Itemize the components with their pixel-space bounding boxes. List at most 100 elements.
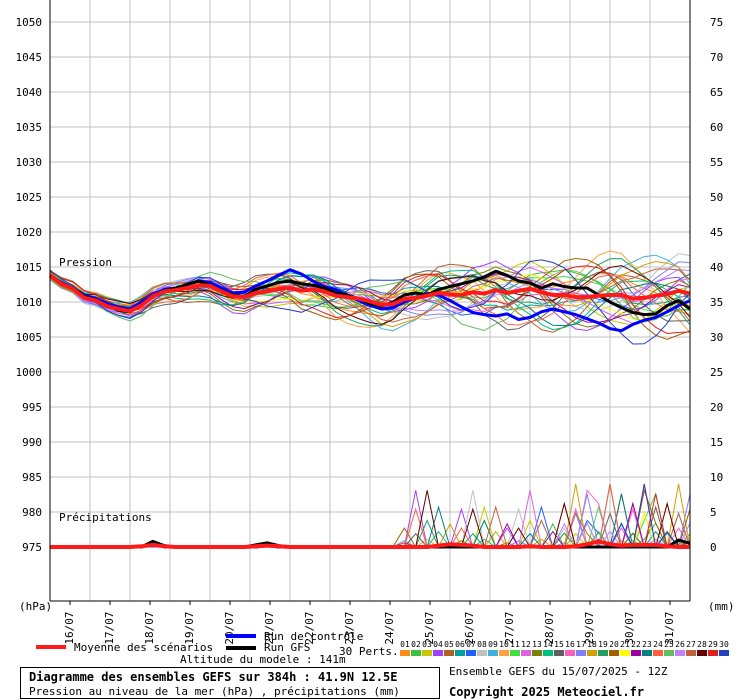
pert-legend-label: 30 bbox=[719, 640, 729, 649]
right-tick-label: 20 bbox=[710, 401, 723, 414]
pert-legend-label: 26 bbox=[675, 640, 685, 649]
left-tick-label: 985 bbox=[22, 471, 42, 484]
pert-legend-swatch bbox=[576, 650, 586, 656]
pert-legend-swatch bbox=[642, 650, 652, 656]
pert-legend-label: 23 bbox=[642, 640, 652, 649]
chart-title: Diagramme des ensembles GEFS sur 384h : … bbox=[29, 670, 398, 684]
pert-legend-swatch bbox=[686, 650, 696, 656]
legend-control-label: Run de contrôle bbox=[264, 630, 363, 643]
pert-legend-swatch bbox=[609, 650, 619, 656]
pert-legend-label: 04 bbox=[433, 640, 443, 649]
x-tick-label: 25/07 bbox=[423, 611, 436, 644]
right-tick-label: 70 bbox=[710, 51, 723, 64]
pert-legend-label: 15 bbox=[554, 640, 564, 649]
left-tick-label: 1015 bbox=[16, 261, 43, 274]
pert-legend-label: 09 bbox=[488, 640, 498, 649]
pert-legend-swatch bbox=[400, 650, 410, 656]
pert-legend-swatch bbox=[620, 650, 630, 656]
pert-legend-label: 19 bbox=[598, 640, 608, 649]
left-tick-label: 1035 bbox=[16, 121, 43, 134]
left-unit-label: (hPa) bbox=[19, 600, 52, 613]
left-tick-label: 1020 bbox=[16, 226, 43, 239]
pert-legend-label: 07 bbox=[466, 640, 476, 649]
copyright: Copyright 2025 Meteociel.fr bbox=[449, 685, 645, 699]
right-tick-label: 40 bbox=[710, 261, 723, 274]
legend-mean-label: Moyenne des scénarios bbox=[74, 641, 213, 654]
pert-legend-label: 12 bbox=[521, 640, 531, 649]
pert-legend-swatch bbox=[653, 650, 663, 656]
pert-legend-label: 28 bbox=[697, 640, 707, 649]
x-tick-label: 23/07 bbox=[343, 611, 356, 644]
pert-legend-label: 25 bbox=[664, 640, 674, 649]
footer-box: Diagramme des ensembles GEFS sur 384h : … bbox=[20, 667, 440, 699]
pert-legend-label: 14 bbox=[543, 640, 553, 649]
x-tick-label: 20/07 bbox=[223, 611, 236, 644]
pert-legend-label: 11 bbox=[510, 640, 520, 649]
x-tick-label: 28/07 bbox=[543, 611, 556, 644]
pert-legend-swatch bbox=[433, 650, 443, 656]
right-tick-label: 75 bbox=[710, 16, 723, 29]
pert-legend-swatch bbox=[565, 650, 575, 656]
perturbation-18-pressure bbox=[49, 260, 691, 328]
pert-legend-swatch bbox=[422, 650, 432, 656]
right-tick-label: 30 bbox=[710, 331, 723, 344]
chart-subtitle: Pression au niveau de la mer (hPa) , pré… bbox=[29, 685, 400, 698]
legend: Moyenne des scénarios Run de contrôle Ru… bbox=[36, 630, 729, 666]
left-tick-label: 995 bbox=[22, 401, 42, 414]
left-tick-label: 1000 bbox=[16, 366, 43, 379]
right-tick-label: 5 bbox=[710, 506, 717, 519]
left-tick-label: 1050 bbox=[16, 16, 43, 29]
pert-legend-swatch bbox=[697, 650, 707, 656]
pert-legend-swatch bbox=[477, 650, 487, 656]
x-tick-label: 31/07 bbox=[663, 611, 676, 644]
pert-legend-swatch bbox=[499, 650, 509, 656]
x-tick-label: 24/07 bbox=[383, 611, 396, 644]
right-tick-label: 15 bbox=[710, 436, 723, 449]
pert-legend-label: 22 bbox=[631, 640, 641, 649]
x-tick-label: 30/07 bbox=[623, 611, 636, 644]
pert-legend-label: 27 bbox=[686, 640, 696, 649]
perturbation-17-pressure bbox=[49, 261, 691, 316]
pert-legend-label: 18 bbox=[587, 640, 597, 649]
left-tick-label: 980 bbox=[22, 506, 42, 519]
pert-legend-label: 20 bbox=[609, 640, 619, 649]
pert-legend-label: 03 bbox=[422, 640, 432, 649]
pert-legend-label: 06 bbox=[455, 640, 465, 649]
x-tick-label: 21/07 bbox=[263, 611, 276, 644]
pert-legend-swatch bbox=[488, 650, 498, 656]
pert-legend-swatch bbox=[455, 650, 465, 656]
pert-legend-swatch bbox=[510, 650, 520, 656]
altitude-label: Altitude du modele : 141m bbox=[180, 653, 346, 666]
legend-perts-label: 30 Perts. bbox=[339, 645, 399, 658]
pert-legend-swatch bbox=[466, 650, 476, 656]
pert-legend-label: 21 bbox=[620, 640, 630, 649]
x-tick-label: 17/07 bbox=[103, 611, 116, 644]
precip-annotation: Précipitations bbox=[59, 511, 152, 524]
pert-legend-swatch bbox=[708, 650, 718, 656]
left-tick-label: 1010 bbox=[16, 296, 43, 309]
perturbation-25-pressure bbox=[49, 269, 691, 332]
left-tick-label: 990 bbox=[22, 436, 42, 449]
pert-legend-label: 24 bbox=[653, 640, 663, 649]
right-tick-label: 50 bbox=[710, 191, 723, 204]
left-tick-label: 1025 bbox=[16, 191, 43, 204]
x-tick-label: 19/07 bbox=[183, 611, 196, 644]
right-tick-label: 60 bbox=[710, 121, 723, 134]
perturbation-29-pressure bbox=[49, 265, 691, 335]
pert-legend-label: 10 bbox=[499, 640, 509, 649]
main-series-lines bbox=[48, 268, 691, 549]
pert-legend-swatch bbox=[587, 650, 597, 656]
run-info: Ensemble GEFS du 15/07/2025 - 12Z bbox=[449, 665, 668, 678]
right-tick-label: 10 bbox=[710, 471, 723, 484]
pert-legend-label: 05 bbox=[444, 640, 454, 649]
pert-legend-swatch bbox=[543, 650, 553, 656]
pert-legend-label: 08 bbox=[477, 640, 487, 649]
perturbation-08-pressure bbox=[49, 253, 691, 321]
pert-legend-swatch bbox=[719, 650, 729, 656]
right-tick-label: 45 bbox=[710, 226, 723, 239]
series-mean-precip bbox=[50, 539, 690, 549]
pressure-annotation: Pression bbox=[59, 256, 112, 269]
pert-legend-swatch bbox=[554, 650, 564, 656]
pert-legend-swatch bbox=[444, 650, 454, 656]
